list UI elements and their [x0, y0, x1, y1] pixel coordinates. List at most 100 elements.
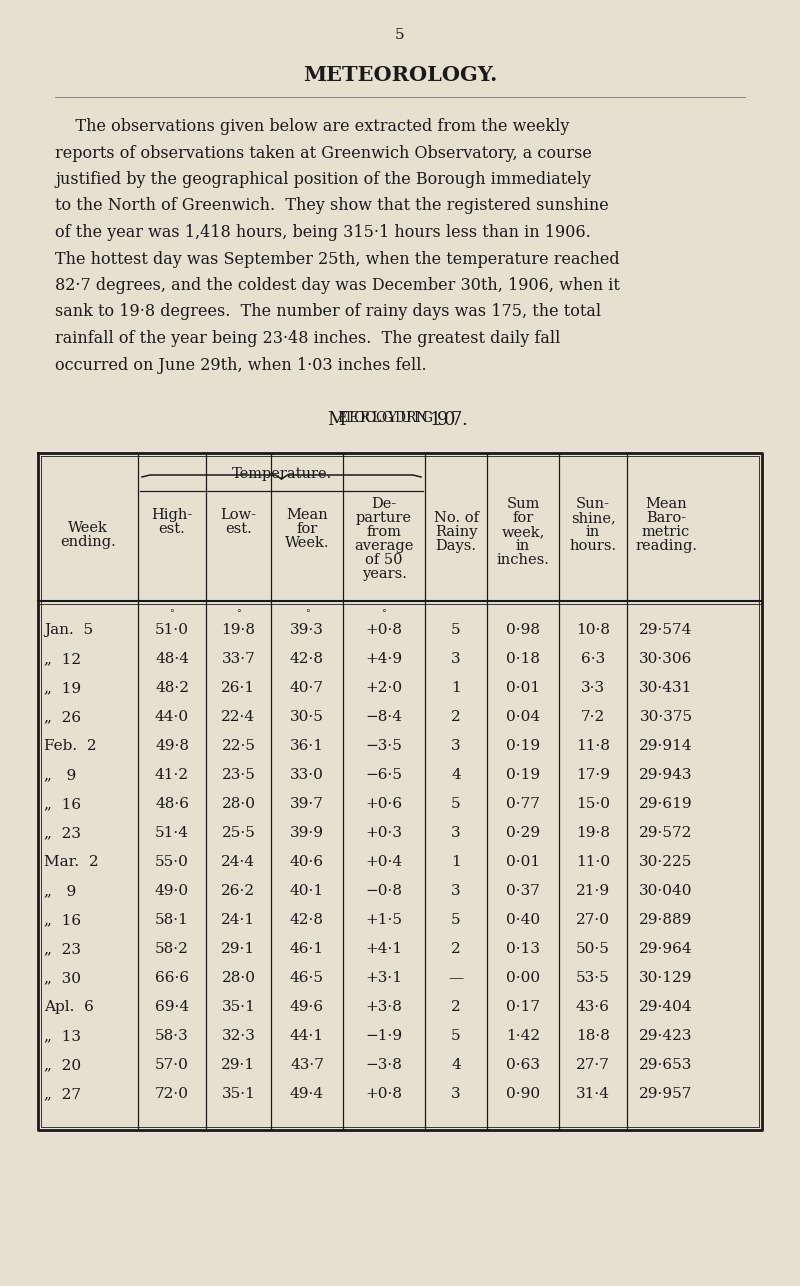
Text: 30·225: 30·225 — [639, 855, 693, 869]
Text: 30·375: 30·375 — [639, 710, 693, 724]
Text: 29·619: 29·619 — [639, 797, 693, 811]
Text: O: O — [375, 412, 386, 424]
Text: „  23: „ 23 — [44, 826, 81, 840]
Text: 29·914: 29·914 — [639, 739, 693, 754]
Text: M: M — [327, 412, 346, 430]
Text: 58·1: 58·1 — [155, 913, 189, 927]
Text: Week: Week — [68, 521, 108, 535]
Text: 24·4: 24·4 — [222, 855, 255, 869]
Text: —: — — [448, 971, 464, 985]
Text: sank to 19·8 degrees.  The number of rainy days was 175, the total: sank to 19·8 degrees. The number of rain… — [55, 303, 601, 320]
Text: °: ° — [305, 610, 310, 619]
Text: 26·1: 26·1 — [222, 682, 255, 694]
Text: 41·2: 41·2 — [155, 768, 189, 782]
Text: ending.: ending. — [60, 535, 116, 549]
Text: 5: 5 — [451, 913, 461, 927]
Text: 0·90: 0·90 — [506, 1087, 540, 1101]
Text: Sun-: Sun- — [576, 496, 610, 511]
Text: 0·37: 0·37 — [506, 883, 540, 898]
Text: years.: years. — [362, 567, 406, 581]
Text: parture: parture — [356, 511, 412, 525]
Text: „   9: „ 9 — [44, 883, 76, 898]
Text: 35·1: 35·1 — [222, 1001, 255, 1013]
Text: Temperature.: Temperature. — [231, 467, 332, 481]
Text: °: ° — [170, 610, 174, 619]
Text: 30·040: 30·040 — [639, 883, 693, 898]
Text: 28·0: 28·0 — [222, 797, 255, 811]
Text: „  19: „ 19 — [44, 682, 81, 694]
Text: 21·9: 21·9 — [576, 883, 610, 898]
Text: 0·98: 0·98 — [506, 622, 540, 637]
Text: 51·4: 51·4 — [155, 826, 189, 840]
Text: Y: Y — [387, 412, 397, 424]
Text: 0·01: 0·01 — [506, 682, 540, 694]
Text: 49·0: 49·0 — [155, 883, 189, 898]
Text: N: N — [415, 412, 427, 424]
Text: 5: 5 — [395, 28, 405, 42]
Text: +0·4: +0·4 — [366, 855, 402, 869]
Text: 3: 3 — [451, 739, 461, 754]
Text: 29·889: 29·889 — [639, 913, 693, 927]
Text: shine,: shine, — [570, 511, 615, 525]
Text: Apl.  6: Apl. 6 — [44, 1001, 94, 1013]
Text: 35·1: 35·1 — [222, 1087, 255, 1101]
Text: +0·6: +0·6 — [366, 797, 402, 811]
Text: −6·5: −6·5 — [366, 768, 402, 782]
Text: 33·7: 33·7 — [222, 652, 255, 666]
Text: Baro-: Baro- — [646, 511, 686, 525]
Text: .: . — [461, 412, 466, 430]
Text: 43·6: 43·6 — [576, 1001, 610, 1013]
Text: Week.: Week. — [285, 536, 330, 550]
Text: E: E — [338, 412, 348, 424]
Text: +1·5: +1·5 — [366, 913, 402, 927]
Text: +3·8: +3·8 — [366, 1001, 402, 1013]
Text: 57·0: 57·0 — [155, 1058, 189, 1073]
Text: 30·306: 30·306 — [639, 652, 693, 666]
Text: Mean: Mean — [286, 508, 328, 522]
Text: from: from — [366, 525, 402, 539]
Text: 9: 9 — [437, 412, 448, 430]
Text: 48·6: 48·6 — [155, 797, 189, 811]
Text: 0·63: 0·63 — [506, 1058, 540, 1073]
Text: +2·0: +2·0 — [366, 682, 402, 694]
Text: METEOROLOGY.: METEOROLOGY. — [303, 66, 497, 85]
Text: 49·6: 49·6 — [290, 1001, 324, 1013]
Text: +4·1: +4·1 — [366, 943, 402, 955]
Text: 10·8: 10·8 — [576, 622, 610, 637]
Text: 17·9: 17·9 — [576, 768, 610, 782]
Text: 26·2: 26·2 — [222, 883, 255, 898]
Text: 11·8: 11·8 — [576, 739, 610, 754]
Text: 40·6: 40·6 — [290, 855, 324, 869]
Text: 5: 5 — [451, 797, 461, 811]
Text: +0·8: +0·8 — [366, 1087, 402, 1101]
Text: 39·3: 39·3 — [290, 622, 324, 637]
Text: metric: metric — [642, 525, 690, 539]
Text: 0·29: 0·29 — [506, 826, 540, 840]
Text: 7·2: 7·2 — [581, 710, 605, 724]
Text: °: ° — [236, 610, 241, 619]
Text: 0: 0 — [444, 412, 455, 430]
Text: 32·3: 32·3 — [222, 1029, 255, 1043]
Text: 7: 7 — [451, 412, 462, 430]
Text: 48·2: 48·2 — [155, 682, 189, 694]
Text: 29·964: 29·964 — [639, 943, 693, 955]
Text: O: O — [365, 412, 376, 424]
Text: The observations given below are extracted from the weekly: The observations given below are extract… — [55, 118, 570, 135]
Text: 15·0: 15·0 — [576, 797, 610, 811]
Text: „  27: „ 27 — [44, 1087, 81, 1101]
Text: 36·1: 36·1 — [290, 739, 324, 754]
Text: 44·1: 44·1 — [290, 1029, 324, 1043]
Text: in: in — [586, 525, 600, 539]
Text: R: R — [406, 412, 416, 424]
Text: D: D — [394, 412, 405, 424]
Text: 0·04: 0·04 — [506, 710, 540, 724]
Text: De-: De- — [371, 496, 397, 511]
Text: reports of observations taken at Greenwich Observatory, a course: reports of observations taken at Greenwi… — [55, 144, 592, 162]
Text: +3·1: +3·1 — [366, 971, 402, 985]
Text: 0·01: 0·01 — [506, 855, 540, 869]
Text: 29·1: 29·1 — [222, 1058, 255, 1073]
Text: −1·9: −1·9 — [366, 1029, 402, 1043]
Text: Mean: Mean — [645, 496, 687, 511]
Text: 0·77: 0·77 — [506, 797, 540, 811]
Text: average: average — [354, 539, 414, 553]
